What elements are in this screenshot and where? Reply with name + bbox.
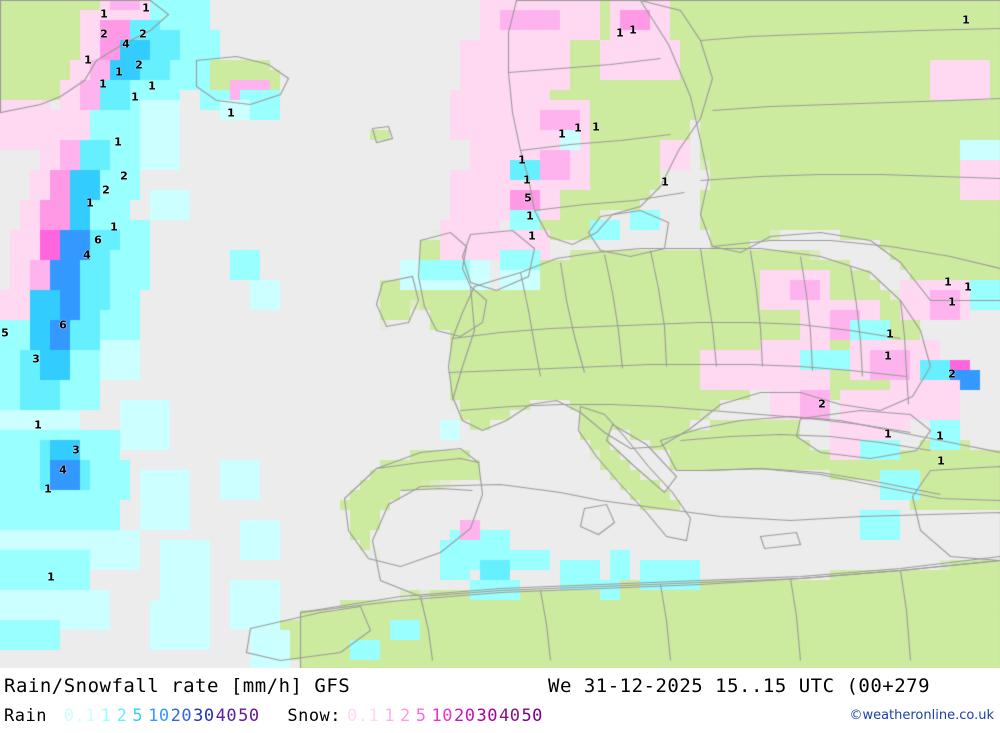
copyright-notice: ©weatheronline.co.uk — [849, 708, 994, 723]
map-canvas[interactable] — [0, 0, 1000, 668]
legend-snow-step-20: 20 — [453, 706, 476, 726]
legend-snow-step-5: 5 — [415, 706, 427, 726]
legend-rain-step-1: 1 — [100, 706, 112, 726]
legend-rain-step-20: 20 — [170, 706, 193, 726]
legend-snow-label: Snow: — [287, 706, 342, 726]
legend-snow-block: Snow: 0.1 1 2 5 1020304050 — [287, 706, 544, 726]
chart-title: Rain/Snowfall rate [mm/h] GFS — [4, 675, 351, 697]
legend-snow-step-30: 30 — [476, 706, 498, 726]
legend-rain-step-2: 2 — [116, 706, 128, 726]
legend-snow-step-50: 50 — [521, 706, 543, 726]
legend-rain-step-5: 5 — [132, 706, 144, 726]
legend-rain-scale: 0.1 1 2 5 1020304050 — [64, 706, 261, 726]
legend: Rain 0.1 1 2 5 1020304050 Snow: 0.1 1 2 5 1020304… — [4, 706, 544, 728]
legend-snow-step-2: 2 — [400, 706, 411, 726]
legend-rain-step-10: 10 — [148, 706, 170, 726]
legend-rain-label: Rain — [4, 706, 47, 726]
valid-time: We 31-12-2025 15..15 UTC (00+279 — [548, 675, 931, 697]
legend-snow-scale: 0.1 1 2 5 1020304050 — [347, 706, 544, 726]
legend-rain-step-0p1: 0.1 — [63, 706, 96, 726]
legend-snow-step-10: 10 — [431, 706, 453, 726]
legend-snow-step-0p1: 0.1 — [347, 706, 380, 726]
legend-rain-step-30: 30 — [193, 706, 215, 726]
map-footer: Rain/Snowfall rate [mm/h] GFS We 31-12-2… — [0, 668, 1000, 733]
legend-snow-step-1: 1 — [384, 706, 395, 726]
legend-snow-step-40: 40 — [498, 706, 521, 726]
legend-rain-step-40: 40 — [215, 706, 238, 726]
legend-rain-step-50: 50 — [238, 706, 260, 726]
